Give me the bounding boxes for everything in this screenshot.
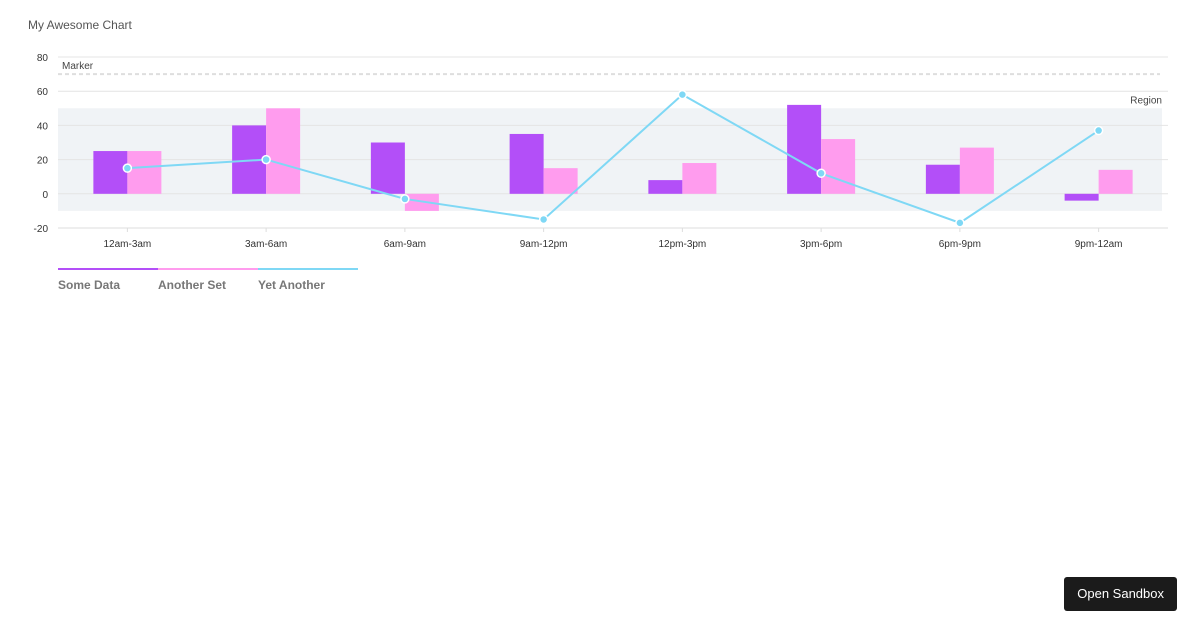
legend-label: Yet Another [258, 278, 325, 292]
line-point [122, 163, 133, 173]
bar-some-data [93, 151, 128, 194]
chart-title: My Awesome Chart [28, 18, 132, 32]
line-point [955, 218, 965, 228]
bar-another-set [127, 151, 162, 194]
x-tick-label: 3am-6am [245, 239, 287, 250]
bar-some-data [370, 142, 405, 194]
bar-some-data [648, 180, 683, 194]
bar-some-data [1064, 193, 1099, 201]
x-tick-label: 12am-3am [103, 239, 151, 250]
marker-label: Marker [62, 61, 94, 72]
line-point [261, 154, 271, 165]
legend-label: Another Set [158, 278, 227, 292]
line-point [677, 89, 688, 100]
x-tick-label: 6pm-9pm [939, 239, 981, 250]
y-tick-label: 60 [37, 87, 49, 98]
bar-another-set [1098, 169, 1133, 194]
x-tick-label: 6am-9am [384, 239, 426, 250]
line-point [400, 194, 410, 204]
legend-swatch [58, 268, 158, 270]
x-tick-label: 9am-12pm [520, 239, 568, 250]
line-yet-another [127, 93, 1100, 224]
legend: Some Data Another Set Yet Another [58, 268, 358, 292]
legend-item-some-data[interactable]: Some Data [58, 268, 158, 292]
legend-swatch [158, 268, 258, 270]
bar-some-data [509, 133, 544, 194]
bar-another-set [821, 139, 856, 194]
bar-some-data [787, 104, 822, 194]
y-tick-label: 40 [37, 121, 49, 132]
legend-item-yet-another[interactable]: Yet Another [258, 268, 358, 292]
line-point [538, 214, 549, 225]
bar-another-set [543, 168, 578, 194]
bar-another-set [959, 147, 994, 194]
chart-svg: -20 0 20 40 60 80 Marker Region 12am-3am 3am-6am 6… [34, 53, 1168, 250]
bar-another-set [682, 163, 717, 194]
y-tick-label: 80 [37, 53, 49, 64]
x-tick-label: 3pm-6pm [800, 239, 842, 250]
legend-label: Some Data [58, 278, 121, 292]
y-tick-label: 20 [37, 156, 49, 167]
x-tick-label: 9pm-12am [1075, 239, 1123, 250]
x-tick-label: 12pm-3pm [658, 239, 706, 250]
line-point [1093, 125, 1104, 136]
line-point [816, 168, 826, 179]
bar-another-set [266, 108, 301, 194]
y-tick-label: 0 [42, 190, 48, 201]
legend-item-another-set[interactable]: Another Set [158, 268, 258, 292]
open-sandbox-button[interactable]: Open Sandbox [1064, 577, 1177, 611]
legend-swatch [258, 268, 358, 270]
region-label: Region [1130, 95, 1162, 106]
y-tick-label: -20 [34, 224, 49, 235]
bar-some-data [925, 164, 960, 194]
